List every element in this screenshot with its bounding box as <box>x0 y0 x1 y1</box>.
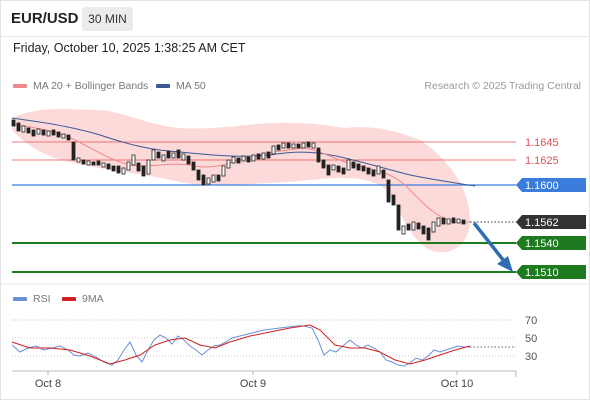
legend-ma20-label: MA 20 + Bollinger Bands <box>33 80 149 92</box>
level-label-6: 1.1510 <box>525 267 559 279</box>
legend-rsi-ma-label: 9MA <box>82 293 104 305</box>
bollinger-band <box>12 109 470 253</box>
rsi-axis-30: 30 <box>525 351 537 363</box>
legend-ma20[interactable]: MA 20 + Bollinger Bands <box>13 80 148 92</box>
level-label-2: 1.1625 <box>525 155 559 167</box>
ma50-line <box>11 117 476 187</box>
pivot-tag-bg <box>516 178 586 192</box>
rsi-axis-50: 50 <box>525 333 537 345</box>
rsi-line <box>11 325 470 367</box>
timeframe-button[interactable]: 30 MIN <box>82 7 133 31</box>
x-label-oct8: Oct 8 <box>35 378 61 390</box>
rsi-axis-70: 70 <box>525 315 537 327</box>
rsi-ma-swatch-icon <box>62 297 76 301</box>
last-price-tag-bg <box>516 215 586 229</box>
level-label-5: 1.1540 <box>525 238 559 250</box>
legend-ma50[interactable]: MA 50 <box>156 80 206 92</box>
symbol-label: EUR/USD <box>11 10 79 27</box>
x-label-oct10: Oct 10 <box>441 378 473 390</box>
x-label-oct9: Oct 9 <box>240 378 266 390</box>
forecast-arrow-icon <box>472 221 513 272</box>
level-label-1: 1.1645 <box>525 137 559 149</box>
chart-header: EUR/USD 30 MIN <box>0 0 590 37</box>
copyright-text: Research © 2025 Trading Central <box>424 80 581 92</box>
rsi-swatch-icon <box>13 297 27 301</box>
legend-rsi[interactable]: RSI <box>13 293 51 305</box>
support-tag-bg-1 <box>516 236 586 250</box>
ma20-swatch-icon <box>13 84 27 88</box>
rsi-ma-line <box>11 324 471 365</box>
price-candles <box>11 119 466 241</box>
legend-ma50-label: MA 50 <box>176 80 206 92</box>
level-label-3: 1.1600 <box>525 180 559 192</box>
legend-rsi-ma[interactable]: 9MA <box>62 293 104 305</box>
level-label-4: 1.1562 <box>525 217 559 229</box>
support-tag-bg-2 <box>516 265 586 279</box>
ma50-swatch-icon <box>156 84 170 88</box>
chart-datetime: Friday, October 10, 2025 1:38:25 AM CET <box>13 41 246 55</box>
legend-rsi-label: RSI <box>33 293 51 305</box>
